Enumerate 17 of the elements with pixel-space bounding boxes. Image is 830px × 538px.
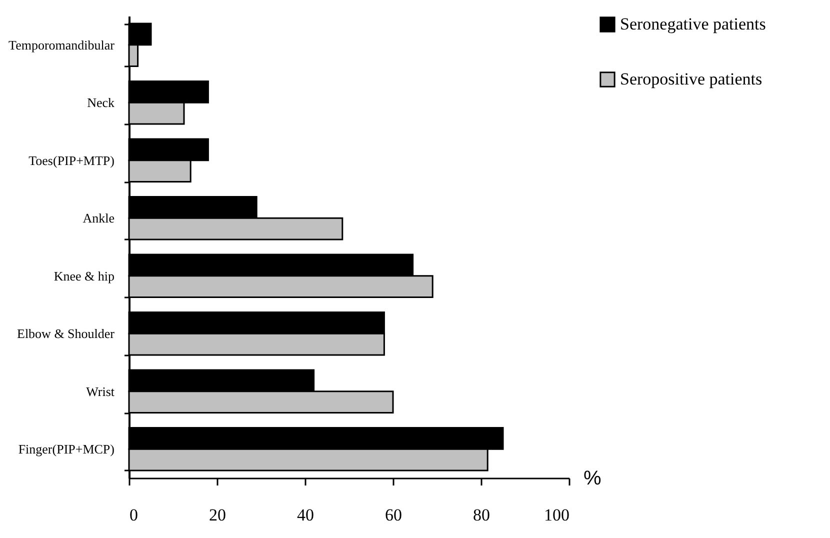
- x-tick-label: 0: [130, 506, 138, 524]
- x-tick-label: 60: [385, 506, 402, 524]
- y-tick-label: Finger(PIP+MCP): [18, 442, 114, 457]
- y-tick-label: Ankle: [82, 210, 115, 226]
- x-tick-label: 100: [544, 506, 570, 524]
- y-tick-label: Elbow & Shoulder: [17, 326, 116, 342]
- legend-label: Seropositive patients: [620, 70, 762, 88]
- x-tick-label: 80: [473, 506, 490, 524]
- x-tick-label: 40: [297, 506, 314, 524]
- legend-label: Seronegative patients: [620, 14, 766, 34]
- x-axis-title: %: [584, 468, 602, 490]
- y-tick-label: Neck: [87, 95, 115, 110]
- y-tick-label: Temporomandibular: [8, 37, 116, 52]
- y-tick-label: Wrist: [86, 384, 115, 399]
- y-tick-label: Toes(PIP+MTP): [28, 152, 114, 168]
- x-tick-label: 20: [209, 506, 226, 524]
- y-tick-label: Knee & hip: [54, 268, 114, 284]
